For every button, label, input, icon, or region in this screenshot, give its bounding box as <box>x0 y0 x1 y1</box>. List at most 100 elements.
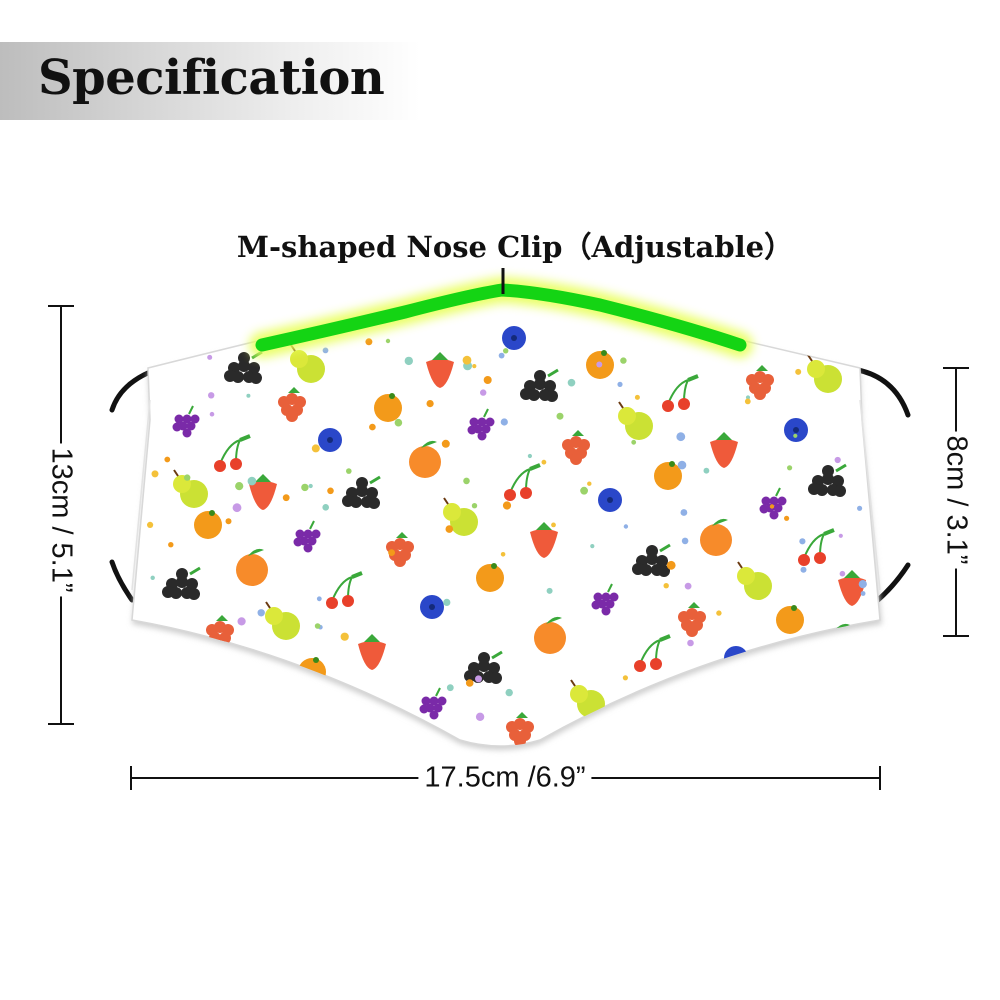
confetti-dot <box>394 418 403 427</box>
strawberry-icon <box>530 522 558 558</box>
confetti-dot <box>471 503 478 509</box>
confetti-dot <box>168 542 174 548</box>
cherry-icon <box>326 571 363 609</box>
grape-icon <box>467 408 495 441</box>
raspberry-icon <box>562 430 590 465</box>
confetti-dot <box>622 675 629 681</box>
confetti-dot <box>839 570 846 577</box>
confetti-dot <box>860 591 866 596</box>
confetti-dot <box>676 432 686 442</box>
grape-icon <box>591 583 619 616</box>
confetti-dot <box>472 364 477 369</box>
orange-icon <box>374 393 402 422</box>
confetti-dot <box>483 376 492 384</box>
confetti-dot <box>590 544 595 549</box>
confetti-dot <box>716 610 722 616</box>
confetti-dot <box>546 587 553 594</box>
confetti-dot <box>385 338 391 344</box>
confetti-dot <box>314 623 321 629</box>
title-banner <box>0 42 420 120</box>
confetti-dot <box>800 566 807 573</box>
confetti-dot <box>551 522 556 528</box>
orange-icon <box>476 563 504 592</box>
peach-icon <box>700 518 732 556</box>
strawberry-icon <box>674 680 702 716</box>
confetti-dot <box>745 664 751 670</box>
blackberry-icon <box>224 350 263 384</box>
confetti-dot <box>150 575 155 580</box>
confetti-dot <box>316 596 322 602</box>
confetti-dot <box>620 357 627 364</box>
confetti-dot <box>663 583 669 589</box>
blackberry-icon <box>632 543 671 577</box>
confetti-dot <box>205 335 213 342</box>
confetti-dot <box>480 389 487 396</box>
confetti-dot <box>147 521 154 529</box>
confetti-dot <box>184 474 191 481</box>
confetti-dot <box>623 524 629 529</box>
pear-icon <box>173 469 208 508</box>
confetti-dot <box>164 456 171 463</box>
confetti-dot <box>703 467 710 474</box>
confetti-dot <box>322 347 329 354</box>
confetti-dot <box>465 679 474 687</box>
confetti-dot <box>793 433 798 438</box>
confetti-dot <box>247 476 257 486</box>
confetti-dot <box>388 549 395 556</box>
pear-icon <box>737 561 772 600</box>
confetti-dot <box>687 639 694 647</box>
blueberry-icon <box>420 595 444 619</box>
pear-icon <box>265 601 300 640</box>
confetti-dot <box>500 418 508 426</box>
mask-seam-right <box>859 399 881 591</box>
confetti-dot <box>666 560 676 570</box>
confetti-dot <box>446 684 454 692</box>
confetti-dot <box>858 580 867 589</box>
blackberry-icon <box>342 475 381 509</box>
orange-icon <box>776 605 804 634</box>
blackberry-icon <box>808 463 847 497</box>
confetti-dot <box>246 393 251 398</box>
grape-icon <box>293 520 321 553</box>
confetti-dot <box>475 675 482 683</box>
confetti-dot <box>365 338 373 346</box>
confetti-dot <box>308 483 313 489</box>
confetti-dot <box>232 503 242 513</box>
cherry-icon <box>504 463 541 501</box>
blueberry-icon <box>318 428 342 452</box>
confetti-dot <box>395 717 404 725</box>
peach-icon <box>236 548 268 586</box>
strawberry-icon <box>249 474 277 510</box>
blueberry-icon <box>784 418 808 442</box>
blackberry-icon <box>162 566 201 600</box>
confetti-dot <box>541 459 547 465</box>
orange-icon <box>654 461 682 490</box>
confetti-dot <box>680 509 688 516</box>
confetti-dot <box>232 685 241 694</box>
strawberry-icon <box>426 352 454 388</box>
confetti-dot <box>463 477 470 485</box>
confetti-dot <box>634 394 640 400</box>
confetti-dot <box>502 501 512 510</box>
confetti-dot <box>153 629 160 636</box>
confetti-dot <box>500 552 506 557</box>
confetti-dot <box>799 538 806 545</box>
ear-loop-right <box>855 367 911 603</box>
side-height-dimension-label: 8cm / 3.1” <box>939 431 973 569</box>
confetti-dot <box>556 412 564 420</box>
confetti-dot <box>209 411 215 417</box>
confetti-dot <box>745 395 751 400</box>
cherry-icon <box>662 374 699 412</box>
confetti-dot <box>235 482 244 491</box>
confetti-dot <box>340 632 349 641</box>
raspberry-icon <box>386 532 414 567</box>
confetti-dot <box>443 598 451 607</box>
raspberry-icon <box>506 712 534 746</box>
confetti-dot <box>426 400 434 408</box>
confetti-dot <box>181 701 191 710</box>
confetti-dot <box>838 533 843 538</box>
confetti-dot <box>225 518 232 525</box>
confetti-dot <box>527 453 533 459</box>
confetti-dot <box>631 439 637 445</box>
